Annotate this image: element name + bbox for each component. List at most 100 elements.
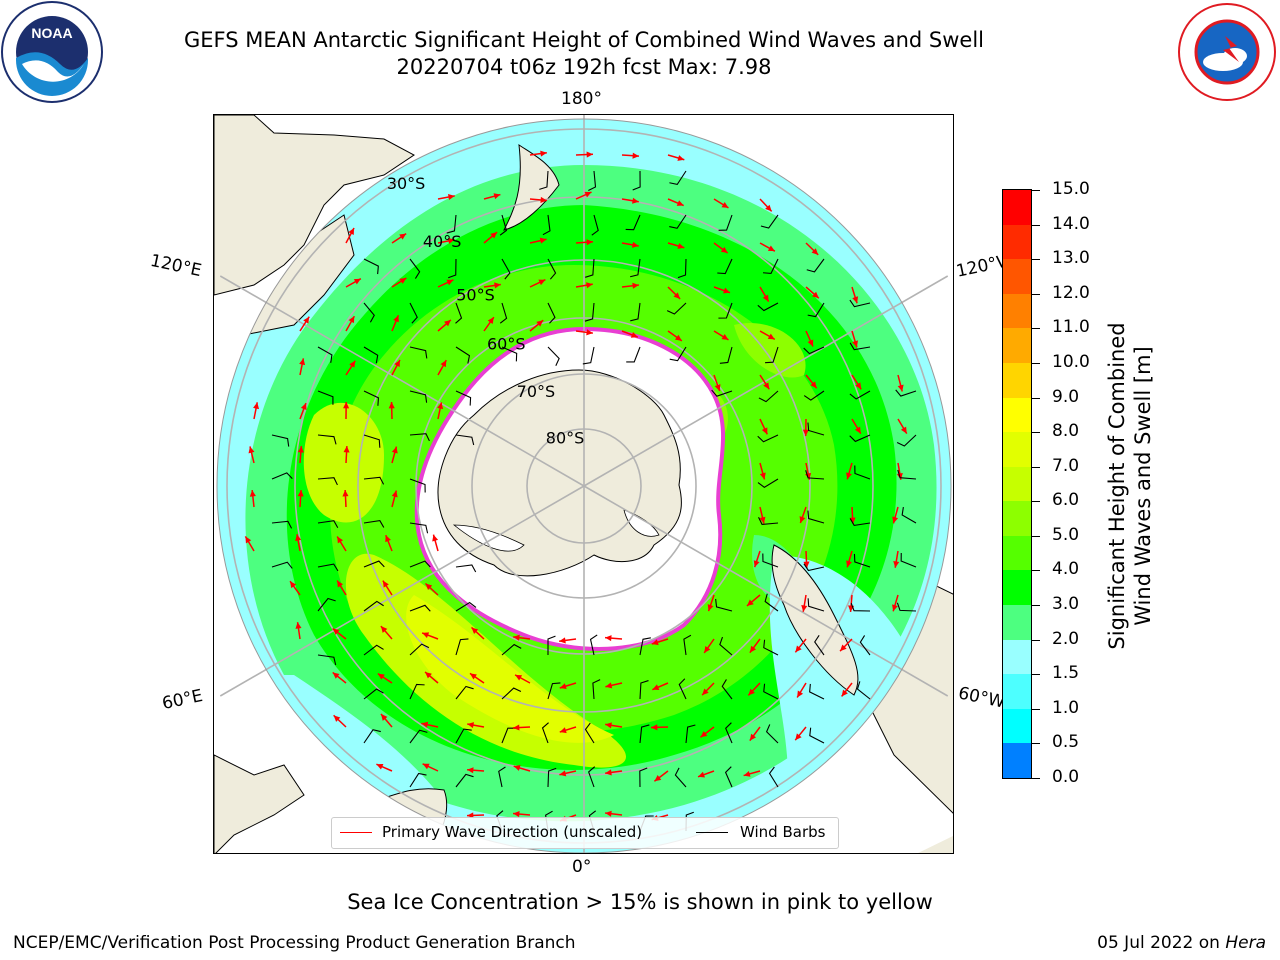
wind-barb: [803, 346, 825, 355]
wind-barb: [271, 472, 293, 480]
colorbar-tick-label: 5.0: [1052, 524, 1080, 545]
wave-direction-arrowhead: [797, 690, 804, 698]
wind-barb: [807, 302, 825, 318]
wind-barb: [455, 728, 472, 744]
colorbar-segment: [1003, 328, 1031, 364]
wind-barb: [666, 302, 687, 315]
wind-barb: [363, 519, 385, 528]
wind-barb: [683, 634, 692, 656]
wind-barb: [363, 644, 384, 656]
map-legend: Primary Wave Direction (unscaled) Wind B…: [331, 817, 839, 849]
colorbar-title-line: Significant Height of Combined: [1105, 322, 1129, 650]
wind-barb: [814, 634, 825, 656]
wave-direction-arrowhead: [811, 248, 819, 255]
colorbar-tick: [1032, 397, 1040, 399]
wind-barb: [541, 722, 549, 744]
wave-direction-arrowhead: [759, 516, 766, 524]
wave-direction-arrowhead: [253, 402, 260, 410]
wind-barb: [547, 258, 557, 280]
wave-direction-arrowhead: [674, 334, 682, 341]
colorbar-segment: [1003, 639, 1031, 675]
wave-direction-arrowhead: [767, 333, 775, 340]
wind-barb: [363, 729, 381, 744]
wave-direction-arrowhead: [467, 722, 475, 729]
wind-barb: [409, 643, 430, 656]
wave-direction-arrowhead: [376, 763, 384, 770]
colorbar-tick: [1032, 535, 1040, 537]
wave-direction-arrowhead: [559, 727, 567, 734]
colorbar-tick-label: 0.5: [1052, 732, 1080, 753]
wave-direction-arrowhead: [394, 359, 400, 367]
lon-label-120e: 120°E: [148, 250, 204, 282]
wind-barb: [760, 214, 779, 229]
wind-barbs-legend-label: Wind Barbs: [740, 823, 826, 841]
wave-direction-arrowhead: [337, 580, 344, 588]
wind-barb: [850, 602, 871, 612]
wave-direction-arrowhead: [810, 381, 817, 389]
colorbar-segment: [1003, 674, 1031, 710]
wind-barb: [499, 302, 508, 324]
lon-label-180: 180°: [561, 89, 602, 109]
wave-direction-arrowhead: [673, 292, 681, 299]
wave-direction-arrowhead: [494, 282, 501, 289]
colorbar-tick: [1032, 501, 1040, 503]
wind-barb: [455, 773, 474, 788]
wave-direction-arrowhead: [802, 429, 809, 436]
wind-barb: [409, 390, 428, 403]
wind-barb: [363, 434, 381, 448]
wave-direction-arrowhead: [391, 446, 398, 454]
wind-barb: [639, 767, 648, 788]
wind-barb: [409, 604, 431, 612]
wave-direction-arrowhead: [245, 536, 252, 544]
wave-direction-arrowhead: [586, 282, 593, 289]
wave-direction-arrowhead: [654, 775, 662, 782]
wave-direction-arrowhead: [632, 197, 639, 204]
wind-barb: [849, 342, 871, 351]
wind-barb: [317, 346, 333, 363]
colorbar-tick-label: 10.0: [1052, 351, 1090, 372]
wave-direction-arrowhead: [515, 674, 523, 681]
wave-direction-arrowhead: [762, 294, 769, 302]
wind-barb: [271, 561, 293, 569]
wind-barb: [897, 469, 917, 480]
meridian-line: [219, 275, 585, 487]
wave-direction-arrowhead: [559, 770, 567, 777]
wave-direction-arrowhead: [391, 490, 398, 498]
wave-direction-arrowhead: [812, 291, 819, 299]
colorbar-tick-label: 8.0: [1052, 421, 1080, 442]
wave-direction-arrowhead: [854, 426, 861, 434]
wind-barb: [455, 390, 472, 406]
colorbar-segment: [1003, 432, 1031, 468]
colorbar-title-box: Significant Height of Combined Wind Waves…: [1100, 296, 1160, 676]
wind-barb: [409, 346, 428, 359]
wave-direction-arrowhead: [676, 200, 684, 206]
wave-direction-arrowhead: [761, 427, 768, 435]
wind-barbs-legend-line: [696, 832, 728, 833]
wave-direction-arrowhead: [490, 232, 498, 239]
wind-barb: [678, 678, 687, 700]
wind-barb: [803, 390, 825, 401]
wave-direction-arrowhead: [300, 403, 307, 411]
wave-direction-arrowhead: [605, 682, 613, 689]
wave-direction-arrowhead: [855, 382, 862, 390]
wind-barb: [455, 434, 475, 446]
wave-direction-arrowhead: [425, 671, 432, 679]
colorbar-segment: [1003, 466, 1031, 502]
wind-barb: [409, 772, 427, 788]
wind-barb: [639, 637, 651, 656]
wind-barb: [669, 346, 687, 362]
wind-barb: [896, 602, 917, 612]
wave-direction-arrowhead: [707, 604, 714, 612]
wave-direction-arrowhead: [540, 150, 547, 157]
wind-barb: [669, 170, 687, 186]
colorbar-tick: [1032, 328, 1040, 330]
wind-barb: [849, 390, 871, 400]
wind-barb: [317, 390, 334, 405]
wind-barb: [718, 214, 733, 231]
wave-direction-arrowhead: [343, 402, 350, 409]
lon-label-60w: 60°W: [956, 683, 1007, 713]
wave-direction-arrowhead: [540, 196, 547, 203]
colorbar-tick: [1032, 190, 1040, 191]
colorbar-segment: [1003, 259, 1031, 295]
wind-barb: [849, 518, 871, 527]
